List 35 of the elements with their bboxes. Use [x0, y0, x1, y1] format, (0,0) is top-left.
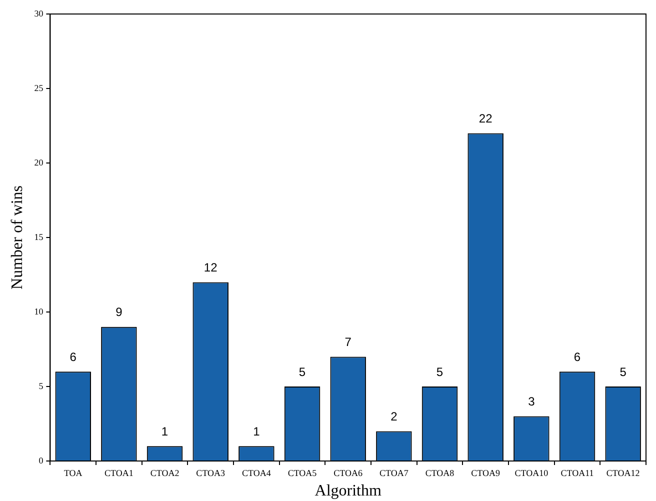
x-tick-label: TOA	[64, 468, 83, 478]
data-label: 2	[390, 410, 398, 424]
y-tick-label: 10	[34, 306, 44, 316]
x-tick-label: CTOA11	[560, 468, 594, 478]
x-tick-label: CTOA3	[196, 468, 226, 478]
data-label: 5	[620, 364, 627, 379]
y-axis-title: Number of wins	[8, 186, 26, 290]
x-tick-label: CTOA7	[380, 468, 409, 478]
y-tick-label: 20	[34, 157, 44, 168]
x-tick-label: CTOA2	[150, 468, 180, 478]
x-tick-label: CTOA8	[425, 468, 455, 478]
data-label: 6	[574, 350, 581, 364]
x-axis-title: Algorithm	[314, 482, 382, 500]
data-label: 5	[436, 364, 444, 379]
data-label: 5	[298, 364, 306, 379]
y-tick-label: 5	[38, 380, 44, 391]
data-label: 3	[528, 394, 536, 409]
data-label: 1	[253, 424, 260, 438]
data-label: 7	[344, 335, 352, 350]
x-tick-label: CTOA9	[471, 468, 501, 478]
x-tick-label: CTOA4	[242, 468, 272, 478]
x-tick-label: CTOA6	[334, 468, 364, 478]
x-tick-label: CTOA10	[514, 468, 549, 478]
x-tick-label: CTOA1	[104, 468, 134, 478]
x-tick-label: CTOA5	[288, 468, 318, 478]
data-label: 1	[161, 424, 168, 438]
data-label: 6	[70, 350, 77, 364]
y-tick-label: 30	[34, 8, 44, 18]
y-tick-label: 0	[38, 455, 44, 466]
data-label: 12	[204, 260, 218, 275]
x-tick-label: CTOA12	[606, 468, 640, 478]
y-tick-label: 15	[34, 232, 44, 242]
y-tick-label: 25	[34, 82, 44, 93]
data-label: 9	[116, 305, 123, 320]
data-label: 22	[478, 112, 493, 126]
